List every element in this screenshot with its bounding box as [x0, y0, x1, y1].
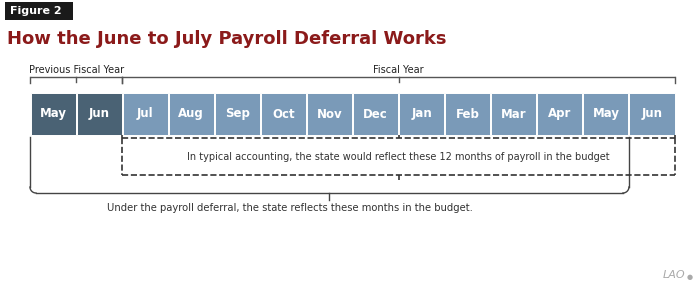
- FancyBboxPatch shape: [261, 93, 306, 135]
- Text: LAO: LAO: [662, 270, 685, 280]
- FancyBboxPatch shape: [399, 93, 444, 135]
- FancyBboxPatch shape: [538, 93, 582, 135]
- FancyBboxPatch shape: [491, 93, 536, 135]
- Text: Jul: Jul: [137, 107, 153, 120]
- Text: Previous Fiscal Year: Previous Fiscal Year: [29, 65, 124, 75]
- Text: Jan: Jan: [411, 107, 432, 120]
- Text: May: May: [39, 107, 66, 120]
- FancyBboxPatch shape: [122, 93, 168, 135]
- FancyBboxPatch shape: [215, 93, 260, 135]
- Text: Feb: Feb: [456, 107, 480, 120]
- FancyBboxPatch shape: [353, 93, 398, 135]
- Text: Apr: Apr: [548, 107, 571, 120]
- Text: Jun: Jun: [89, 107, 110, 120]
- Text: How the June to July Payroll Deferral Works: How the June to July Payroll Deferral Wo…: [7, 30, 447, 48]
- Text: Dec: Dec: [363, 107, 388, 120]
- FancyBboxPatch shape: [583, 93, 629, 135]
- FancyBboxPatch shape: [307, 93, 352, 135]
- Text: May: May: [592, 107, 620, 120]
- FancyBboxPatch shape: [76, 93, 122, 135]
- Text: Under the payroll deferral, the state reflects these months in the budget.: Under the payroll deferral, the state re…: [106, 203, 472, 213]
- Text: Figure 2: Figure 2: [10, 6, 62, 16]
- Text: In typical accounting, the state would reflect these 12 months of payroll in the: In typical accounting, the state would r…: [188, 151, 610, 162]
- Text: Nov: Nov: [316, 107, 342, 120]
- Text: Fiscal Year: Fiscal Year: [373, 65, 424, 75]
- Text: Sep: Sep: [225, 107, 250, 120]
- FancyBboxPatch shape: [445, 93, 490, 135]
- FancyBboxPatch shape: [169, 93, 214, 135]
- FancyBboxPatch shape: [31, 93, 76, 135]
- Text: Oct: Oct: [272, 107, 295, 120]
- Text: Mar: Mar: [501, 107, 526, 120]
- Text: ●: ●: [687, 274, 693, 280]
- FancyBboxPatch shape: [629, 93, 675, 135]
- FancyBboxPatch shape: [5, 2, 73, 20]
- Text: Jun: Jun: [641, 107, 662, 120]
- Text: Aug: Aug: [178, 107, 204, 120]
